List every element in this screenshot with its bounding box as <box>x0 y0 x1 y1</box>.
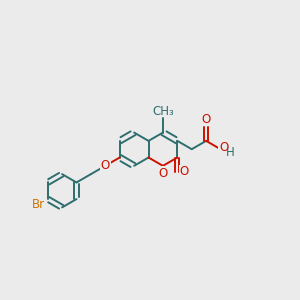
Text: O: O <box>159 167 168 180</box>
Text: O: O <box>179 165 188 178</box>
Text: O: O <box>101 159 110 172</box>
Text: CH₃: CH₃ <box>152 105 174 118</box>
Text: H: H <box>226 146 235 159</box>
Text: O: O <box>219 141 228 154</box>
Text: Br: Br <box>32 198 45 211</box>
Text: O: O <box>202 112 211 126</box>
